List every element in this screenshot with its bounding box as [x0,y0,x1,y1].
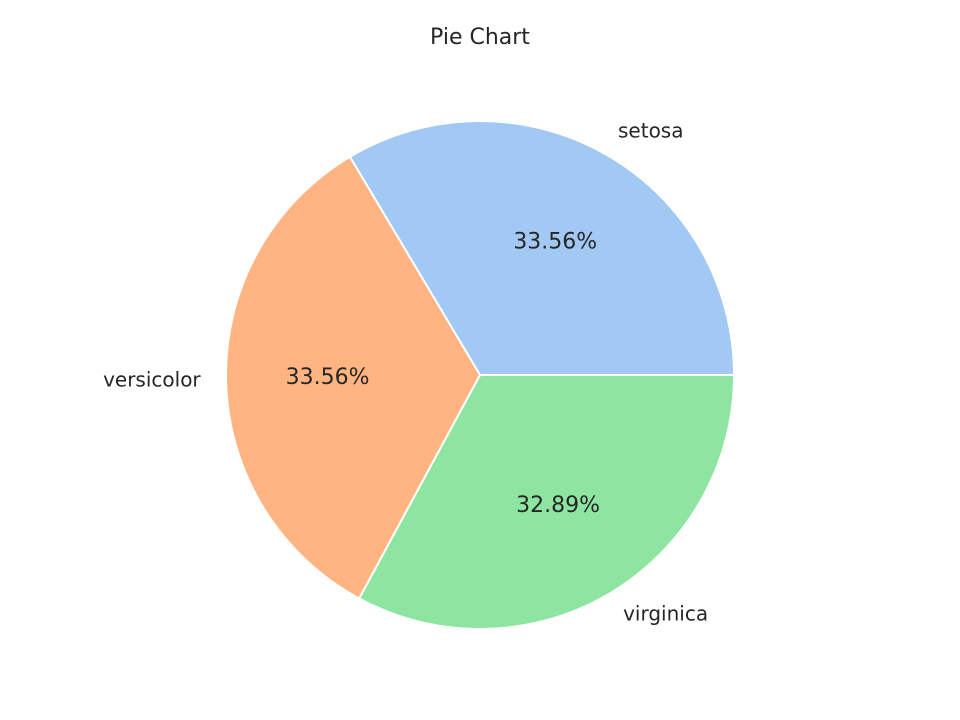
pie-slices [224,120,735,630]
pie-labels: setosa 33.56% versicolor 33.56% virginica 32.… [103,119,708,626]
pie-slice-setosa [348,120,735,376]
slice-label-setosa: setosa [618,119,683,143]
pie-slice-versicolor [224,155,481,600]
pie-slice-virginica [358,374,735,630]
slice-label-virginica: virginica [623,601,708,625]
chart-title: Pie Chart [430,25,530,50]
slice-label-versicolor: versicolor [103,367,201,391]
slice-value-versicolor: 33.56% [286,365,370,390]
slice-value-setosa: 33.56% [513,229,597,254]
slice-value-virginica: 32.89% [516,493,600,518]
